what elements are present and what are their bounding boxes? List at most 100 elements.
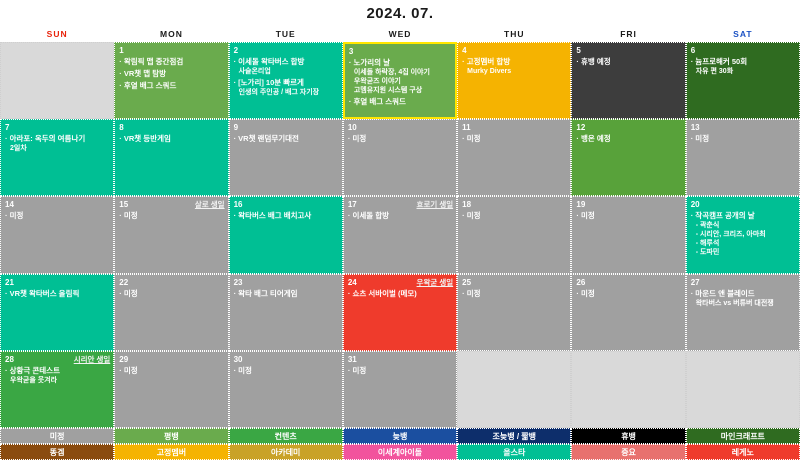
event-list: 미정 — [348, 366, 453, 376]
event-item[interactable]: 미정 — [119, 366, 224, 376]
event-title: 뱅온 예정 — [576, 134, 681, 144]
event-item[interactable]: 미정 — [576, 211, 681, 221]
calendar-day-15[interactable]: 15 살로 생일미정 — [114, 196, 229, 274]
calendar-day-29[interactable]: 29 미정 — [114, 350, 229, 428]
event-title: 미정 — [119, 366, 224, 376]
day-header: 24 우왁굳 생일 — [348, 277, 453, 288]
legend-item-휴뱅[interactable]: 휴뱅 — [571, 428, 686, 444]
event-list: 미정 — [576, 211, 681, 221]
calendar-day-17[interactable]: 17 효로기 생일이세돌 합방 — [342, 196, 458, 274]
legend-item-조늦뱅-짧뱅[interactable]: 조늦뱅 / 짧뱅 — [457, 428, 572, 444]
calendar-day-25[interactable]: 25 미정 — [457, 273, 572, 351]
event-item[interactable]: 이세돌 합방 — [348, 211, 453, 221]
legend-item-올스타[interactable]: 올스타 — [457, 444, 572, 460]
legend-item-컨텐츠[interactable]: 컨텐츠 — [228, 428, 343, 444]
event-title: 미정 — [691, 134, 796, 144]
calendar-day-14[interactable]: 14미정 — [0, 196, 115, 274]
event-item[interactable]: 미정 — [119, 211, 224, 221]
event-item[interactable]: 왁타 배그 티어게임 — [234, 289, 339, 299]
event-item[interactable]: 작곡캠프 공개의 날- 곽춘식- 시리안, 크리즈, 아마최- 해루석- 도파민 — [691, 211, 796, 257]
day-header: 9 — [234, 122, 339, 133]
calendar-day-10[interactable]: 10미정 — [342, 119, 458, 197]
legend-item-레게노[interactable]: 레게노 — [685, 444, 800, 460]
legend: 미정 평뱅 컨텐츠 늦뱅 조늦뱅 / 짧뱅 휴뱅 마인크래프트 똥겜 고정멤버 아카데미 이세계아… — [0, 428, 800, 460]
calendar-day-31[interactable]: 31 미정 — [342, 350, 458, 428]
event-item[interactable]: 미정 — [119, 289, 224, 299]
calendar-day-12[interactable]: 12뱅온 예정 — [571, 119, 686, 197]
event-item[interactable]: 미정 — [691, 134, 796, 144]
legend-item-똥겜[interactable]: 똥겜 — [0, 444, 115, 460]
event-item[interactable]: 후열 배그 스쿼드 — [349, 97, 452, 107]
event-item[interactable]: 후열 배그 스쿼드 — [119, 81, 224, 91]
event-item[interactable]: 쇼츠 서바이벌 (메모) — [348, 289, 453, 299]
calendar-day-22[interactable]: 22 미정 — [114, 273, 229, 351]
event-item[interactable]: VR챗 랜덤무기대전 — [234, 134, 339, 144]
event-item[interactable]: 미정 — [462, 134, 567, 144]
calendar-day-1[interactable]: 1 왁림픽 맵 중간점검 VR챗 맵 탐방후열 배그 스쿼드 — [114, 42, 229, 120]
event-item[interactable]: 미정 — [234, 366, 339, 376]
day-header: 26 — [576, 277, 681, 288]
event-item[interactable]: 휴뱅 예정 — [576, 57, 681, 67]
calendar-day-9[interactable]: 9VR챗 랜덤무기대전 — [228, 119, 343, 197]
event-list: 미정 — [5, 211, 110, 221]
event-item[interactable]: VR챗 맵 탐방 — [119, 69, 224, 79]
calendar-cell-empty — [457, 350, 572, 428]
legend-item-늦뱅[interactable]: 늦뱅 — [342, 428, 458, 444]
event-item[interactable]: VR챗 등반게임 — [119, 134, 224, 144]
calendar-day-11[interactable]: 11미정 — [457, 119, 572, 197]
event-list: 미정 — [348, 134, 453, 144]
event-item[interactable]: 미정 — [348, 366, 453, 376]
event-item[interactable]: 왁타버스 배그 배치고사 — [234, 211, 339, 221]
event-item[interactable]: 미정 — [576, 289, 681, 299]
calendar-day-23[interactable]: 23 왁타 배그 티어게임 — [228, 273, 343, 351]
event-title: 늄프로해커 50회 — [691, 57, 796, 67]
calendar-day-16[interactable]: 16왁타버스 배그 배치고사 — [228, 196, 343, 274]
legend-item-이세계아이돌[interactable]: 이세계아이돌 — [342, 444, 458, 460]
calendar-day-21[interactable]: 21 VR챗 왁타버스 올림픽 — [0, 273, 115, 351]
event-item[interactable]: 미정 — [462, 289, 567, 299]
event-item[interactable]: VR챗 왁타버스 올림픽 — [5, 289, 110, 299]
day-header: 22 — [119, 277, 224, 288]
event-item[interactable]: 미정 — [348, 134, 453, 144]
legend-row-2: 똥겜 고정멤버 아카데미 이세계아이돌 올스타 중요 레게노 — [0, 444, 800, 460]
legend-item-평뱅[interactable]: 평뱅 — [114, 428, 229, 444]
legend-item-고정멤버[interactable]: 고정멤버 — [114, 444, 229, 460]
calendar-day-26[interactable]: 26 미정 — [571, 273, 686, 351]
calendar-cell-empty — [0, 42, 115, 120]
calendar-day-24[interactable]: 24 우왁굳 생일쇼츠 서바이벌 (메모) — [342, 273, 458, 351]
legend-item-아카데미[interactable]: 아카데미 — [228, 444, 343, 460]
calendar-day-5[interactable]: 5 휴뱅 예정 — [571, 42, 686, 120]
event-item[interactable]: 왁림픽 맵 중간점검 — [119, 57, 224, 67]
day-header: 29 — [119, 354, 224, 365]
legend-item-마인크래프트[interactable]: 마인크래프트 — [685, 428, 800, 444]
calendar-day-13[interactable]: 13미정 — [685, 119, 800, 197]
event-item[interactable]: 미정 — [462, 211, 567, 221]
event-item[interactable]: 미정 — [5, 211, 110, 221]
calendar-day-8[interactable]: 8VR챗 등반게임 — [114, 119, 229, 197]
event-title: [노가리] 10분 빠르게 — [234, 78, 339, 88]
event-item[interactable]: 뱅온 예정 — [576, 134, 681, 144]
calendar-day-18[interactable]: 18미정 — [457, 196, 572, 274]
calendar-day-20[interactable]: 20작곡캠프 공개의 날- 곽춘식- 시리안, 크리즈, 아마최- 해루석- 도… — [685, 196, 800, 274]
day-header: 4 — [462, 45, 567, 56]
legend-item-미정[interactable]: 미정 — [0, 428, 115, 444]
legend-item-중요[interactable]: 중요 — [571, 444, 686, 460]
calendar-day-19[interactable]: 19미정 — [571, 196, 686, 274]
calendar-day-30[interactable]: 30 미정 — [228, 350, 343, 428]
